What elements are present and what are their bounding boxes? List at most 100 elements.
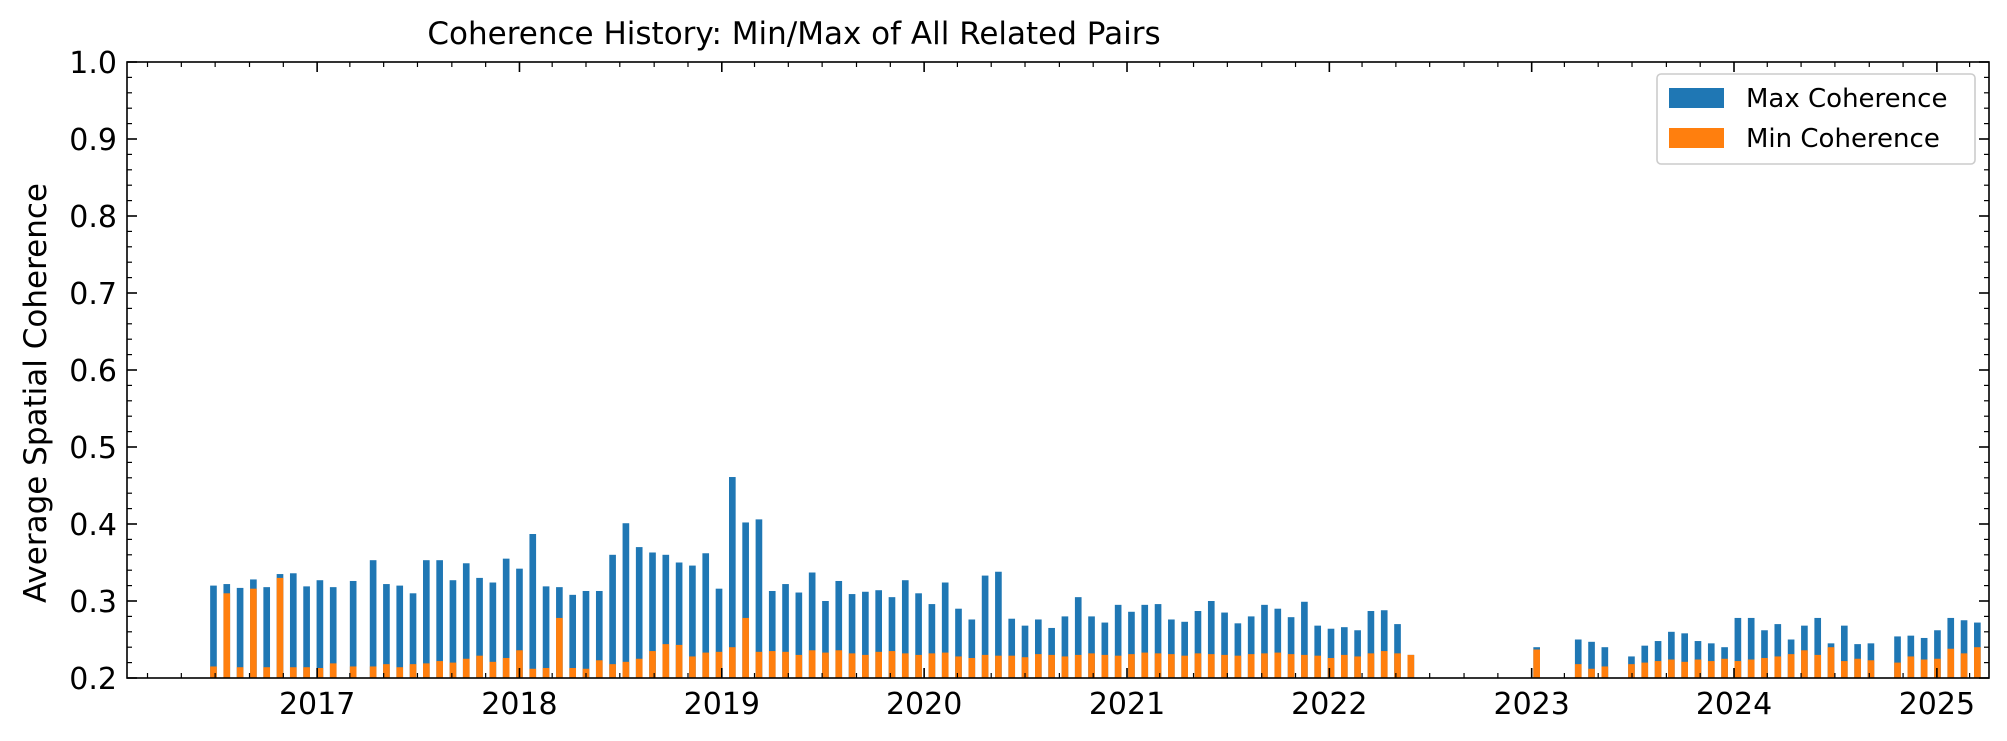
bars-layer [210,477,1981,678]
bar-min-coherence-2025-03-15 [1974,647,1981,678]
bar-min-coherence-2020-09-11 [1061,656,1069,678]
bar-max-coherence-2017-10-21 [476,577,483,678]
bar-min-coherence-2019-11-28 [901,653,909,678]
bar-max-coherence-2017-05-06 [383,584,390,678]
bar-min-coherence-2019-04-26 [782,651,789,678]
bar-min-coherence-2024-09-04 [1867,660,1875,678]
bar-max-coherence-2024-01-08 [1734,617,1742,678]
bar-max-coherence-2019-07-31 [835,580,843,678]
bar-min-coherence-2020-06-07 [1008,655,1016,678]
bar-min-coherence-2023-07-24 [1641,662,1649,678]
bar-max-coherence-2018-01-25 [529,534,537,678]
bar-min-coherence-2018-12-27 [715,651,723,678]
bar-min-coherence-2017-12-08 [502,657,510,678]
y-tick-label-1.0: 1.0 [69,46,117,81]
bar-max-coherence-2023-07-24 [1641,645,1649,678]
bar-max-coherence-2018-01-01 [516,568,523,678]
bar-max-coherence-2022-05-04 [1394,624,1401,678]
bar-max-coherence-2025-01-26 [1947,617,1955,678]
y-tick-label-0.5: 0.5 [69,431,117,466]
bar-max-coherence-2017-11-14 [489,582,497,678]
bar-max-coherence-2021-02-02 [1141,604,1149,678]
bar-max-coherence-2019-06-13 [808,572,816,678]
y-axis-label: Average Spatial Coherence [18,183,54,603]
bar-min-coherence-2022-01-04 [1327,657,1335,678]
bar-min-coherence-2022-04-10 [1380,651,1388,678]
bar-max-coherence-2020-12-16 [1114,604,1122,678]
bar-min-coherence-2024-02-25 [1761,657,1768,678]
x-tick-labels: 2017 2018 2019 2020 2021 2022 2023 2024 2025 [279,687,1975,722]
bar-min-coherence-2023-09-10 [1668,659,1675,678]
bar-min-coherence-2019-09-17 [862,654,869,678]
bar-min-coherence-2023-01-10 [1533,649,1540,678]
bar-min-coherence-2019-10-11 [875,651,882,678]
bar-min-coherence-2018-05-25 [595,660,603,678]
bar-min-coherence-2024-07-18 [1840,661,1848,678]
bar-max-coherence-2018-12-27 [715,588,723,678]
bar-min-coherence-2019-12-22 [915,654,922,678]
bar-min-coherence-2018-08-29 [649,651,656,678]
bar-min-coherence-2016-06-28 [210,666,217,678]
bar-max-coherence-2024-05-31 [1814,617,1822,678]
bar-min-coherence-2024-01-08 [1734,661,1742,678]
bar-max-coherence-2020-01-15 [928,604,936,678]
bar-min-coherence-2024-10-22 [1894,662,1901,678]
bar-max-coherence-2022-03-17 [1367,611,1375,678]
bar-max-coherence-2018-08-29 [649,552,656,678]
legend-label-min-coherence: Min Coherence [1746,124,1940,154]
bar-max-coherence-2020-04-20 [981,575,989,678]
bar-max-coherence-2023-03-26 [1574,639,1582,678]
bar-min-coherence-2024-11-15 [1907,656,1915,678]
bar-min-coherence-2016-07-22 [223,593,231,678]
x-tick-label-2022: 2022 [1291,687,1367,722]
bar-min-coherence-2021-02-26 [1154,653,1162,678]
bar-max-coherence-2020-05-14 [995,571,1002,678]
bar-min-coherence-2020-03-27 [968,657,976,678]
bar-min-coherence-2020-10-29 [1088,653,1095,678]
bar-max-coherence-2021-08-13 [1247,616,1255,678]
bar-min-coherence-2022-02-21 [1354,656,1361,678]
bar-max-coherence-2020-07-01 [1021,625,1029,678]
bar-max-coherence-2019-04-02 [768,590,776,678]
x-tick-label-2020: 2020 [886,687,962,722]
bar-min-coherence-2019-07-07 [822,652,829,678]
bar-max-coherence-2017-06-23 [409,593,417,678]
bar-max-coherence-2017-09-03 [449,580,457,678]
bar-min-coherence-2023-03-26 [1574,664,1582,678]
bar-min-coherence-2019-08-24 [848,653,856,678]
bar-max-coherence-2016-11-19 [289,573,297,678]
bar-max-coherence-2022-02-21 [1354,630,1361,678]
bar-min-coherence-2024-03-20 [1774,656,1782,678]
legend-box [1656,73,1976,165]
bar-max-coherence-2018-05-25 [595,590,603,678]
bar-max-coherence-2021-10-24 [1287,617,1295,678]
bar-max-coherence-2021-07-20 [1234,623,1242,678]
bar-max-coherence-2017-09-27 [462,563,470,678]
bar-max-coherence-2018-11-09 [689,565,696,678]
bar-min-coherence-2018-03-14 [556,617,563,678]
bar-min-coherence-2020-07-25 [1035,654,1042,678]
bar-min-coherence-2017-05-30 [396,667,404,678]
bar-max-coherence-2021-11-17 [1301,601,1308,678]
bar-max-coherence-2023-08-17 [1654,641,1662,678]
x-tick-label-2018: 2018 [481,687,557,722]
legend-swatch-max-coherence [1669,88,1724,108]
bar-min-coherence-2016-12-13 [303,667,310,678]
y-tick-label-0.2: 0.2 [69,662,117,697]
bar-min-coherence-2017-03-07 [349,666,357,678]
bar-max-coherence-2018-05-01 [582,590,590,678]
bar-max-coherence-2022-04-10 [1380,610,1388,678]
bar-max-coherence-2016-12-13 [303,586,310,678]
bar-min-coherence-2020-05-14 [995,655,1002,678]
bar-max-coherence-2023-09-10 [1668,631,1675,678]
bar-max-coherence-2017-12-08 [502,558,510,678]
bar-min-coherence-2021-04-15 [1181,655,1188,678]
bar-max-coherence-2019-09-17 [862,591,869,678]
bar-max-coherence-2019-11-04 [888,597,896,678]
bar-min-coherence-2017-04-12 [369,666,377,678]
bar-max-coherence-2024-02-01 [1747,617,1755,678]
bar-max-coherence-2017-08-10 [436,560,443,678]
bar-max-coherence-2021-09-30 [1274,608,1282,678]
bar-max-coherence-2020-08-18 [1048,627,1055,678]
bar-min-coherence-2023-05-13 [1601,666,1609,678]
